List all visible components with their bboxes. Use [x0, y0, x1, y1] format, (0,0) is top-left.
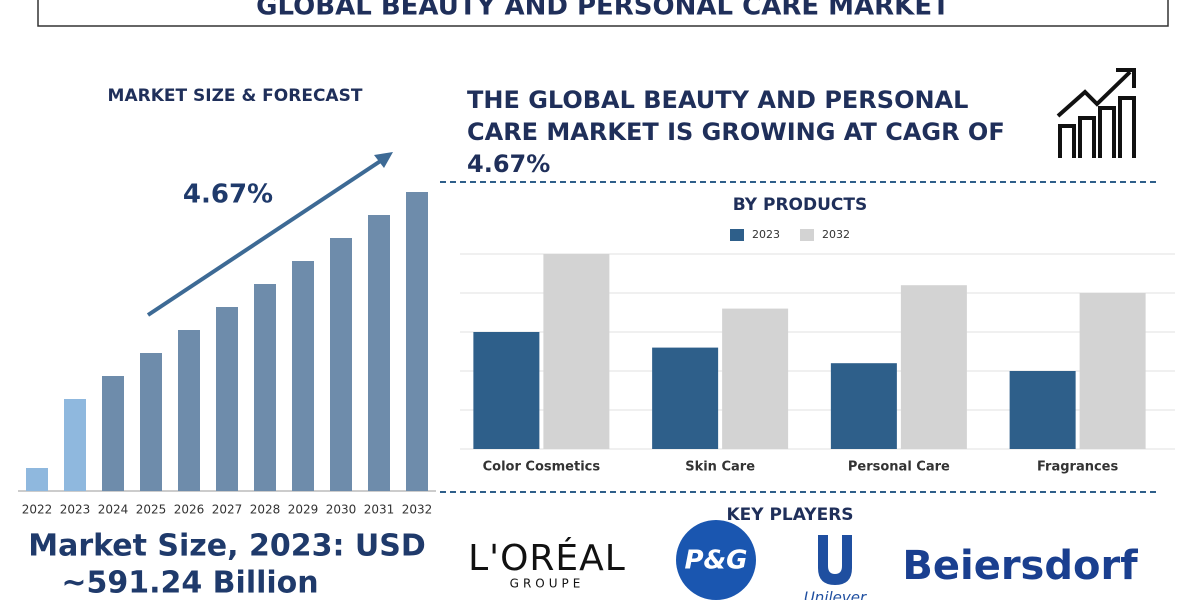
x-tick-label: 2027 [212, 503, 243, 517]
bar [1009, 371, 1076, 449]
bar [1079, 293, 1146, 449]
logo-pg: P&G [684, 546, 747, 576]
headline: 4.67% [467, 150, 550, 178]
x-tick-label: 2028 [250, 503, 281, 517]
bar [652, 347, 719, 449]
bar [830, 363, 897, 449]
growth-icon [1056, 68, 1136, 158]
bar [473, 332, 540, 449]
x-tick-label: 2023 [60, 503, 91, 517]
logo-beiersdorf: Beiersdorf [902, 543, 1138, 589]
bar [140, 353, 162, 491]
x-tick-label: Personal Care [848, 460, 950, 475]
bar [900, 285, 967, 449]
legend-label: 2023 [752, 228, 780, 241]
growth-arrow [146, 152, 393, 317]
bar [64, 399, 86, 491]
bar [722, 308, 789, 449]
headline: CARE MARKET IS GROWING AT CAGR OF [467, 118, 1005, 146]
key-players-title: KEY PLAYERS [726, 505, 853, 525]
chart-title: MARKET SIZE & FORECAST [108, 86, 363, 106]
header-box [37, 0, 1169, 27]
annotation: 4.67% [183, 180, 273, 210]
logo-loreal: L'ORÉAL [468, 537, 626, 579]
x-tick-label: Color Cosmetics [483, 460, 601, 475]
legend-label: 2032 [822, 228, 850, 241]
x-tick-label: Fragrances [1037, 460, 1118, 475]
legend-swatch [800, 229, 814, 241]
bar [330, 238, 352, 491]
x-tick-label: 2024 [98, 503, 129, 517]
bar [178, 330, 200, 491]
bar [102, 376, 124, 491]
bar [254, 284, 276, 491]
x-tick-label: 2022 [22, 503, 53, 517]
bar [368, 215, 390, 491]
market-size: ~591.24 Billion [61, 566, 318, 600]
x-tick-label: 2029 [288, 503, 319, 517]
x-tick-label: 2030 [326, 503, 357, 517]
bar [543, 254, 610, 449]
x-tick-label: 2032 [402, 503, 433, 517]
logo-loreal-sub: GROUPE [510, 577, 585, 591]
logo-unilever-mark [818, 535, 852, 585]
market-size: Market Size, 2023: USD [28, 529, 426, 564]
bar [292, 261, 314, 491]
logo-unilever: Unilever [804, 589, 867, 600]
x-tick-label: 2026 [174, 503, 205, 517]
logo-pg-circle [676, 520, 756, 600]
legend-swatch [730, 229, 744, 241]
header-title: GLOBAL BEAUTY AND PERSONAL CARE MARKET [256, 0, 950, 22]
x-tick-label: 2025 [136, 503, 167, 517]
chart-title: BY PRODUCTS [733, 195, 868, 215]
headline: THE GLOBAL BEAUTY AND PERSONAL [467, 86, 968, 114]
x-tick-label: Skin Care [685, 460, 755, 475]
bar [26, 468, 48, 491]
x-tick-label: 2031 [364, 503, 395, 517]
bar [406, 192, 428, 491]
bar [216, 307, 238, 491]
